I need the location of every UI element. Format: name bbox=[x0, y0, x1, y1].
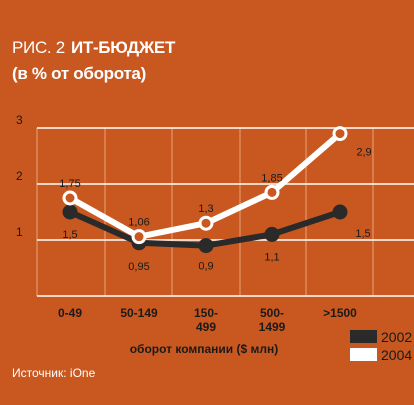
x-axis-title: оборот компании ($ млн) bbox=[130, 342, 279, 356]
data-label-2002: 1,5 bbox=[62, 229, 77, 241]
legend-label-2004: 2004 bbox=[381, 347, 412, 363]
chart-title: РИС. 2 ИТ-БЮДЖЕТ bbox=[12, 38, 175, 58]
y-tick-label: 2 bbox=[16, 169, 23, 183]
legend-label-2002: 2002 bbox=[381, 329, 412, 345]
data-point-2004 bbox=[62, 190, 78, 206]
series-layer bbox=[62, 126, 348, 254]
x-tick-label-line: 500- bbox=[260, 306, 284, 320]
data-point-2002 bbox=[62, 204, 78, 220]
x-tick-label-line: 499 bbox=[196, 320, 216, 334]
chart-subtitle: (в % от оборота) bbox=[12, 64, 146, 83]
x-tick-label: 150-499 bbox=[194, 306, 218, 334]
data-point-2002 bbox=[198, 238, 214, 254]
data-point-2002 bbox=[332, 204, 348, 220]
x-tick-label: 50-149 bbox=[120, 306, 158, 320]
x-tick-label: 0-49 bbox=[58, 306, 82, 320]
legend-swatch-2004 bbox=[350, 348, 377, 361]
data-point-2004 bbox=[332, 126, 348, 142]
y-tick-label: 3 bbox=[16, 113, 23, 127]
figure-title: ИТ-БЮДЖЕТ bbox=[70, 38, 176, 57]
legend: 2002 2004 bbox=[350, 329, 412, 363]
data-point-2004 bbox=[264, 184, 280, 200]
data-label-2002: 1,5 bbox=[355, 228, 370, 240]
data-label-2004: 2,9 bbox=[356, 147, 371, 159]
label-layer: 1 2 3 0-49 50-149 150-499 500-1499 >1500 оборот … bbox=[16, 113, 372, 356]
x-tick-label-line: 50-149 bbox=[120, 306, 158, 320]
source-note: Источник: iOne bbox=[12, 366, 96, 380]
x-tick-label: 500-1499 bbox=[259, 306, 286, 334]
data-label-2004: 1,85 bbox=[261, 172, 282, 184]
grid-layer bbox=[36, 127, 414, 297]
data-label-2002: 0,95 bbox=[128, 261, 149, 273]
x-tick-label-line: 0-49 bbox=[58, 306, 82, 320]
figure-label: РИС. 2 bbox=[12, 38, 65, 57]
x-tick-label-line: >1500 bbox=[323, 306, 357, 320]
data-point-2004 bbox=[131, 229, 147, 245]
data-label-2002: 1,1 bbox=[264, 251, 279, 263]
data-label-2002: 0,9 bbox=[198, 261, 213, 273]
x-tick-label-line: 1499 bbox=[259, 320, 286, 334]
data-label-2004: 1,75 bbox=[59, 178, 80, 190]
x-tick-label: >1500 bbox=[323, 306, 357, 320]
data-label-2004: 1,06 bbox=[128, 217, 149, 229]
data-point-2004 bbox=[198, 215, 214, 231]
x-tick-label-line: 150- bbox=[194, 306, 218, 320]
data-label-2004: 1,3 bbox=[198, 203, 213, 215]
legend-swatch-2002 bbox=[350, 330, 377, 343]
data-point-2002 bbox=[264, 226, 280, 242]
y-tick-label: 1 bbox=[16, 225, 23, 239]
